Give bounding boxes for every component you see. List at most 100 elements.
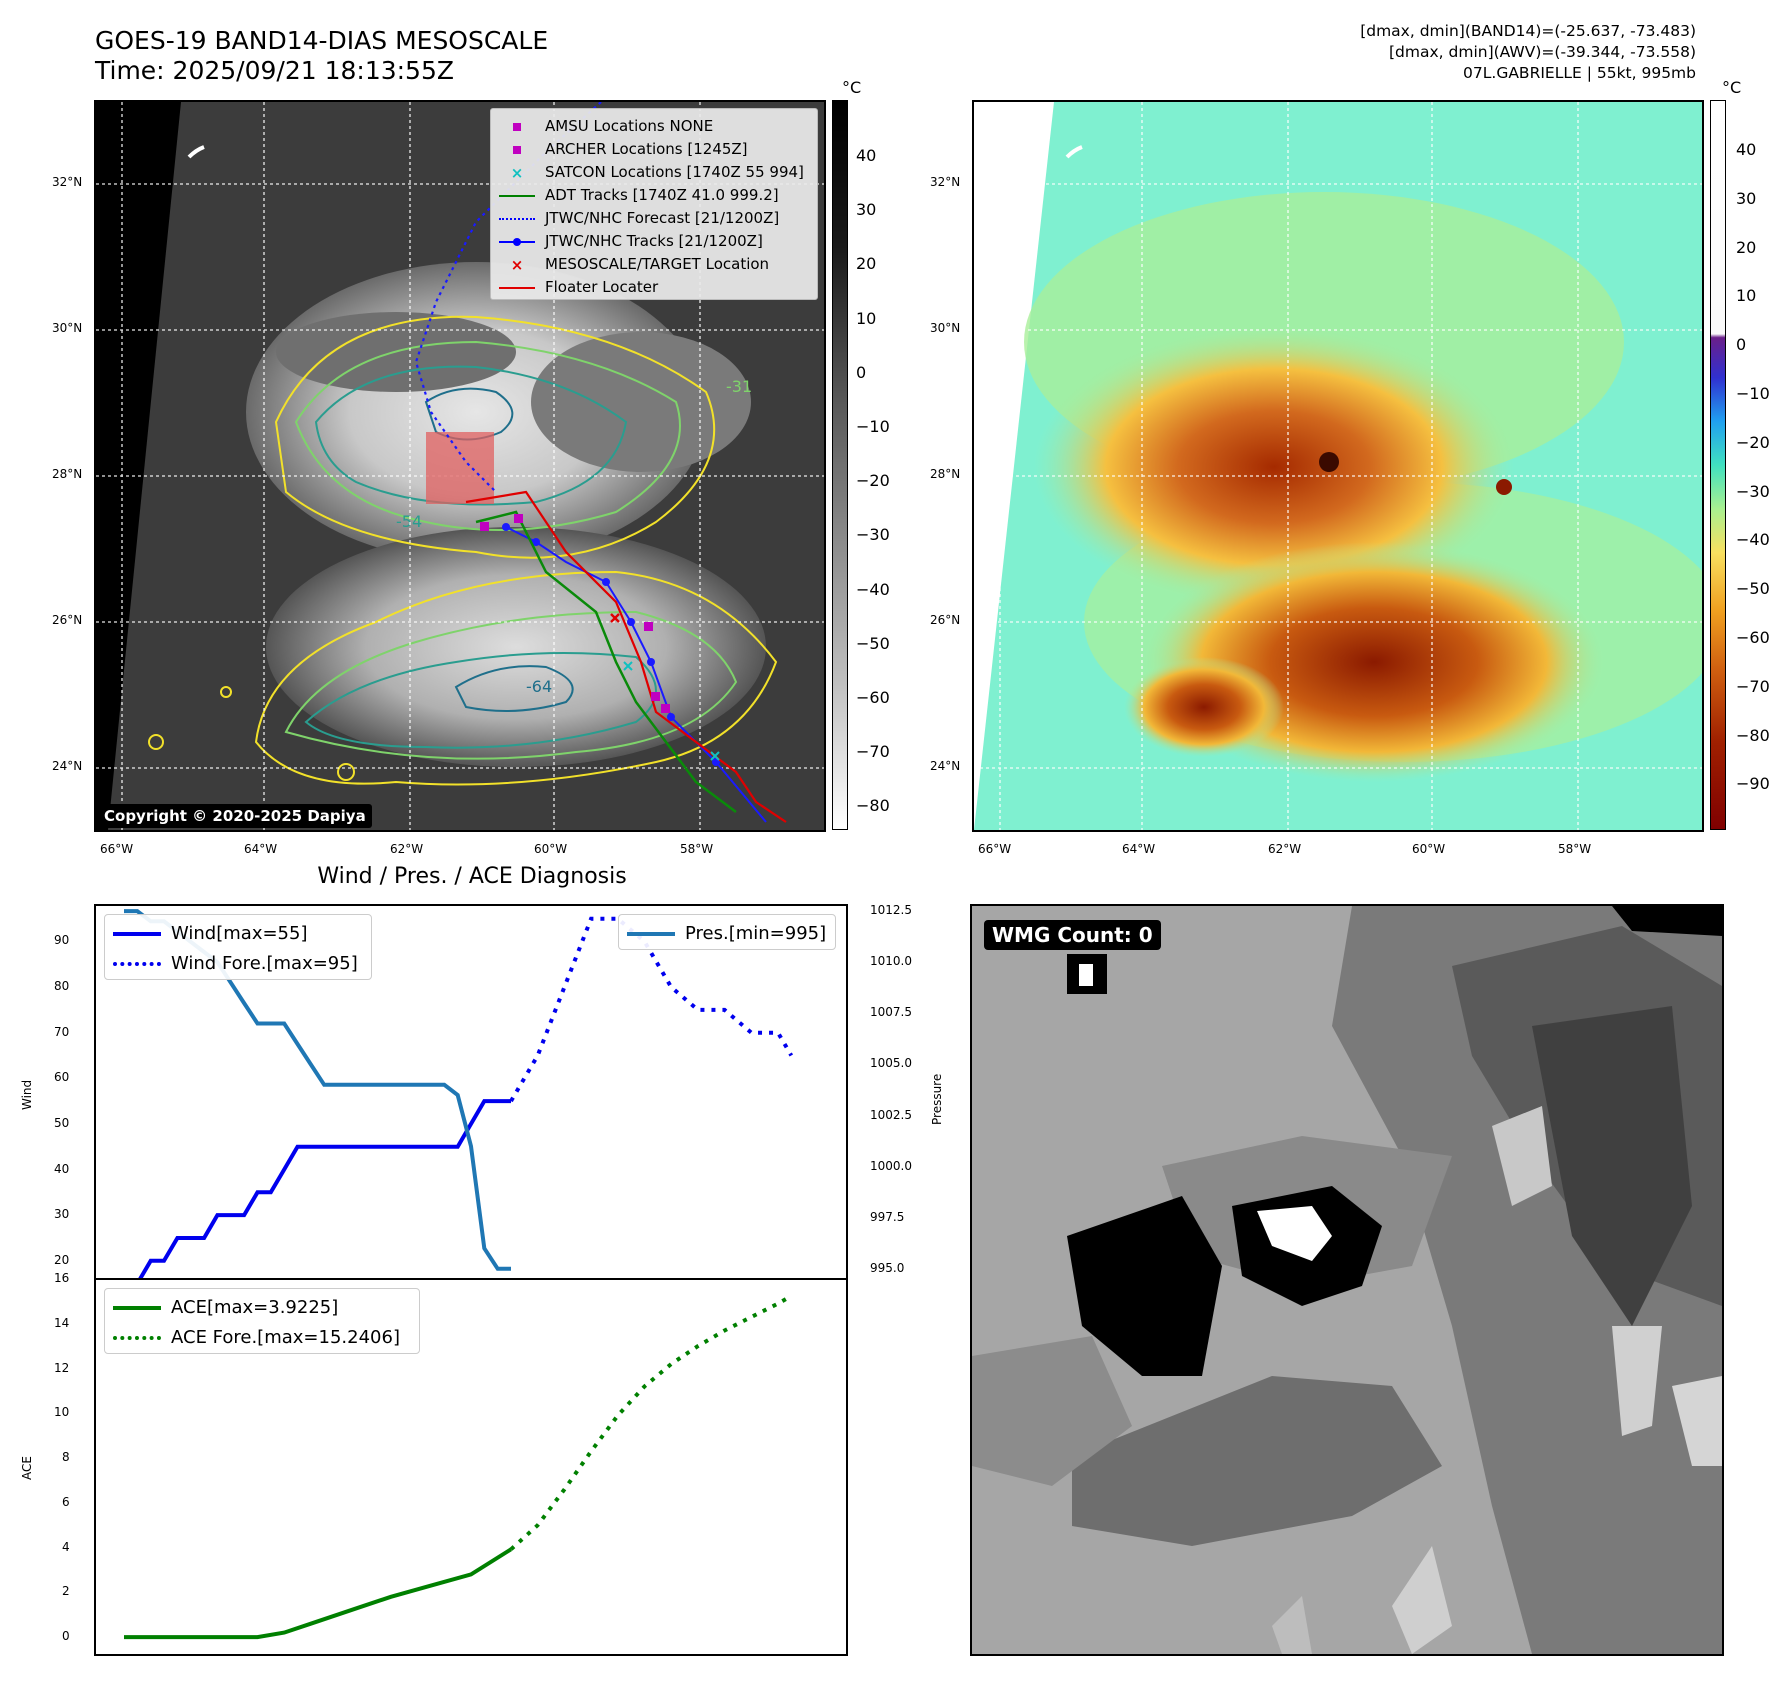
ace-forecast-dotted-icon	[113, 1328, 161, 1348]
contour-label-31: -31	[726, 377, 752, 396]
awv-lat-label-26: 26°N	[930, 613, 961, 627]
colorbar-right-tick-4: 0	[1736, 335, 1747, 355]
adt-track	[475, 510, 737, 813]
pressure-tick-3: 1005.0	[870, 1056, 912, 1071]
pressure-tick-7: 995.0	[870, 1260, 905, 1275]
diagnosis-title: Wind / Pres. / ACE Diagnosis	[317, 864, 627, 889]
copyright-badge: Copyright © 2020-2025 Dapiya	[98, 804, 372, 828]
wmg-image	[972, 906, 1722, 1654]
legend-tracks-label: JTWC/NHC Tracks [21/1200Z]	[545, 232, 763, 250]
legend-tracks: JTWC/NHC Tracks [21/1200Z]	[499, 230, 809, 253]
legend-archer-label: ARCHER Locations [1245Z]	[545, 140, 748, 158]
ace-series-line-0	[124, 1547, 513, 1640]
wind-line-icon	[113, 924, 161, 944]
awv-lat-label-24: 24°N	[930, 759, 961, 773]
contour-label-64: -64	[526, 677, 552, 696]
awv-lon-label-64: 64°W	[1122, 842, 1156, 856]
archer-swatch-icon	[499, 140, 535, 160]
wind-forecast-dotted-icon	[113, 954, 161, 974]
floater-box	[426, 432, 494, 504]
legend-ace-forecast-label: ACE Fore.[max=15.2406]	[171, 1327, 400, 1348]
satcon-x-icon: ×	[510, 163, 524, 182]
wind-tick-6: 30	[54, 1207, 70, 1222]
colorbar-left-tick-9: −50	[856, 633, 890, 653]
legend-wind-label: Wind[max=55]	[171, 923, 308, 944]
colorbar-right-tick-11: −70	[1736, 676, 1770, 696]
colorbar-left-tick-3: 10	[856, 308, 877, 328]
colorbar-left-tick-7: −30	[856, 525, 890, 545]
lat-label-24: 24°N	[52, 759, 83, 773]
target-x-icon: ×	[510, 255, 524, 274]
colorbar-left-tick-5: −10	[856, 417, 890, 436]
legend-satcon-label: SATCON Locations [1740Z 55 994]	[545, 163, 804, 181]
wind-tick-0: 90	[54, 933, 70, 948]
wmg-panel: WMG Count: 0	[970, 904, 1724, 1656]
figure-time: Time: 2025/09/21 18:13:55Z	[95, 56, 454, 85]
colorbar-right-tick-5: −10	[1736, 384, 1770, 403]
pressure-tick-1: 1010.0	[870, 954, 912, 969]
awv-lat-label-30: 30°N	[930, 321, 961, 335]
target-marker	[610, 613, 620, 623]
awv-lon-label-62: 62°W	[1268, 842, 1302, 856]
figure-title: GOES-19 BAND14-DIAS MESOSCALE	[95, 26, 549, 55]
lat-label-28: 28°N	[52, 467, 83, 481]
ir-map-legend: AMSU Locations NONE ARCHER Locations [12…	[490, 108, 818, 300]
colorbar-right-tick-13: −90	[1736, 774, 1770, 794]
wind-legend: Wind[max=55] Wind Fore.[max=95]	[104, 914, 372, 980]
colorbar-left	[832, 100, 848, 830]
colorbar-left-tick-10: −60	[856, 688, 890, 707]
amsu-swatch-icon	[499, 117, 535, 137]
legend-pressure: Pres.[min=995]	[627, 919, 827, 949]
colorbar-right	[1710, 100, 1726, 830]
colorbar-right-tick-10: −60	[1736, 628, 1770, 647]
satcon-markers	[623, 661, 720, 761]
lat-label-32: 32°N	[52, 175, 83, 189]
wind-tick-3: 60	[54, 1070, 70, 1085]
pressure-legend: Pres.[min=995]	[618, 914, 836, 950]
colorbar-left-tick-4: 0	[856, 362, 867, 382]
colorbar-left-tick-8: −40	[856, 579, 890, 599]
lon-label-64: 64°W	[244, 842, 278, 856]
legend-floater: Floater Locater	[499, 276, 809, 299]
colorbar-right-tick-8: −40	[1736, 530, 1770, 550]
pressure-tick-2: 1007.5	[870, 1005, 912, 1020]
ace-tick-1: 14	[54, 1315, 70, 1330]
wind-tick-2: 70	[54, 1024, 70, 1039]
lon-label-66: 66°W	[100, 842, 134, 856]
legend-ace-forecast: ACE Fore.[max=15.2406]	[113, 1323, 411, 1353]
colorbar-right-tick-2: 20	[1736, 237, 1757, 257]
wind-tick-5: 40	[54, 1161, 70, 1176]
colorbar-left-tick-1: 30	[856, 200, 877, 220]
colorbar-right-tick-12: −80	[1736, 725, 1770, 745]
pressure-axis-label: Pressure	[930, 1073, 944, 1125]
ace-tick-7: 2	[62, 1584, 70, 1599]
legend-floater-label: Floater Locater	[545, 278, 659, 296]
floater-locater-track	[465, 490, 787, 823]
colorbar-left-tick-12: −80	[856, 796, 890, 816]
ace-tick-0: 16	[54, 1271, 70, 1285]
wmg-count-badge: WMG Count: 0	[984, 920, 1161, 950]
awv-lat-label-32: 32°N	[930, 175, 961, 189]
legend-forecast: JTWC/NHC Forecast [21/1200Z]	[499, 207, 809, 230]
legend-forecast-label: JTWC/NHC Forecast [21/1200Z]	[545, 209, 780, 227]
awv-lon-label-58: 58°W	[1558, 842, 1592, 856]
legend-target-label: MESOSCALE/TARGET Location	[545, 255, 770, 273]
awv-range: [dmax, dmin](AWV)=(-39.344, -73.558)	[1389, 43, 1696, 61]
colorbar-right-tick-0: 40	[1736, 140, 1757, 159]
wind-tick-1: 80	[54, 979, 70, 994]
band14-range: [dmax, dmin](BAND14)=(-25.637, -73.483)	[1360, 22, 1696, 40]
legend-wind-forecast: Wind Fore.[max=95]	[113, 949, 363, 979]
legend-satcon: × SATCON Locations [1740Z 55 994]	[499, 161, 809, 184]
ace-tick-3: 10	[54, 1405, 70, 1420]
lat-label-30: 30°N	[52, 321, 83, 335]
wind-axis-label: Wind	[20, 1079, 34, 1110]
colorbar-right-tick-6: −20	[1736, 432, 1770, 452]
ace-legend: ACE[max=3.9225] ACE Fore.[max=15.2406]	[104, 1288, 420, 1354]
legend-ace-label: ACE[max=3.9225]	[171, 1297, 339, 1318]
pressure-tick-6: 997.5	[870, 1209, 905, 1224]
colorbar-right-unit: °C	[1722, 78, 1742, 97]
awv-lat-label-28: 28°N	[930, 467, 961, 481]
floater-line-icon	[499, 278, 535, 298]
ace-series-line-1	[509, 1294, 793, 1551]
cloud-south-mass	[266, 527, 766, 767]
